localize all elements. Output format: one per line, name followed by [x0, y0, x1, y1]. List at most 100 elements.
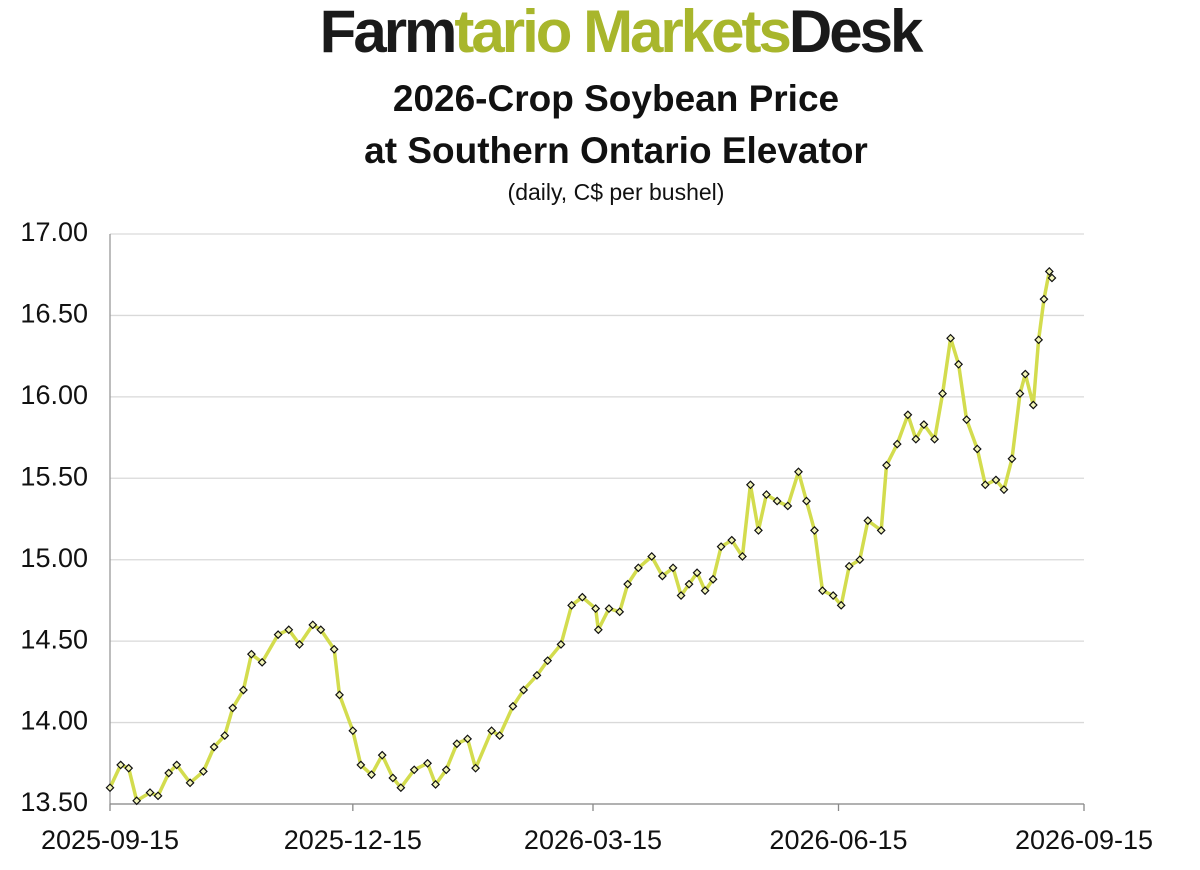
data-point: [954, 359, 964, 369]
data-point: [257, 657, 267, 667]
data-point: [647, 552, 657, 561]
data-point: [980, 480, 990, 490]
price-line: [108, 269, 1054, 803]
data-point: [356, 760, 366, 770]
data-point: [132, 796, 142, 806]
data-point: [892, 439, 902, 449]
data-point: [844, 561, 854, 571]
data-point: [431, 780, 441, 789]
data-point: [615, 607, 625, 617]
data-point: [452, 739, 462, 749]
data-point: [348, 726, 358, 736]
data-point: [409, 765, 419, 775]
data-point: [1007, 454, 1017, 464]
data-point: [999, 485, 1009, 495]
data-point: [1044, 267, 1054, 276]
data-point: [388, 773, 398, 783]
data-point: [316, 625, 326, 635]
chart-title: 2026-Crop Soybean Price: [393, 78, 839, 119]
data-point: [863, 516, 873, 526]
data-point: [1015, 389, 1025, 399]
data-point: [519, 685, 529, 695]
data-point: [708, 574, 718, 584]
data-point: [684, 579, 694, 589]
data-point: [930, 434, 940, 444]
data-point: [441, 765, 451, 775]
data-point: [220, 731, 230, 741]
data-point: [836, 600, 846, 610]
y-tick-label: 15.00: [20, 543, 88, 573]
data-point: [273, 630, 283, 640]
data-point: [198, 766, 208, 776]
data-point: [946, 333, 956, 343]
data-point: [335, 690, 344, 700]
data-point: [716, 542, 726, 552]
data-point: [556, 639, 566, 649]
data-point: [919, 420, 929, 429]
data-point: [668, 563, 678, 573]
data-point: [1047, 273, 1057, 283]
data-point: [962, 415, 972, 425]
data-point: [543, 656, 553, 666]
data-point: [1039, 294, 1049, 304]
data-point: [828, 591, 838, 600]
y-tick-label: 17.00: [20, 217, 88, 247]
brand-part: Farm: [320, 0, 455, 65]
data-point: [700, 586, 710, 596]
data-point: [463, 734, 473, 744]
data-point: [727, 535, 737, 545]
data-point: [105, 783, 115, 793]
data-point: [794, 467, 803, 477]
y-tick-label: 16.50: [20, 299, 88, 329]
data-point: [623, 579, 633, 589]
data-point: [737, 552, 747, 561]
x-tick-label: 2025-09-15: [41, 825, 179, 855]
data-point: [172, 760, 182, 770]
data-point: [938, 389, 948, 399]
data-point: [238, 685, 248, 695]
data-point: [329, 644, 339, 654]
data-point: [818, 586, 827, 596]
data-point: [487, 726, 497, 736]
data-point: [802, 496, 811, 506]
data-point: [308, 620, 318, 630]
data-point: [567, 600, 577, 610]
x-tick-label: 2026-09-15: [1015, 825, 1153, 855]
data-point: [903, 410, 913, 420]
data-point: [1034, 335, 1044, 345]
data-point: [367, 770, 376, 780]
data-point: [657, 571, 667, 581]
data-point: [1028, 400, 1038, 410]
data-point: [692, 568, 702, 578]
data-point: [762, 490, 771, 500]
data-point: [1020, 369, 1030, 379]
data-point: [604, 604, 614, 614]
data-point: [153, 791, 163, 801]
data-point: [591, 604, 601, 614]
y-tick-label: 16.00: [20, 380, 88, 410]
data-point: [495, 731, 505, 741]
data-point: [164, 768, 174, 778]
brand-logo: Farmtario MarketsDesk: [320, 0, 924, 65]
data-point: [396, 783, 406, 793]
data-point: [876, 525, 886, 535]
data-point: [633, 563, 643, 573]
data-point: [228, 703, 238, 713]
data-point: [972, 444, 982, 454]
data-point: [423, 758, 432, 768]
data-point: [991, 475, 1001, 485]
chart-title: at Southern Ontario Elevator: [364, 130, 868, 171]
brand-part: tario Markets: [454, 0, 789, 65]
brand-part: Desk: [789, 0, 924, 65]
data-point: [508, 701, 518, 711]
data-point: [471, 763, 481, 773]
data-point: [783, 501, 793, 511]
data-point: [753, 525, 763, 535]
y-tick-label: 15.50: [20, 461, 88, 491]
x-tick-label: 2026-03-15: [524, 825, 662, 855]
data-point: [593, 625, 603, 635]
data-point: [577, 592, 587, 602]
data-point: [295, 639, 304, 649]
data-point: [772, 496, 782, 506]
